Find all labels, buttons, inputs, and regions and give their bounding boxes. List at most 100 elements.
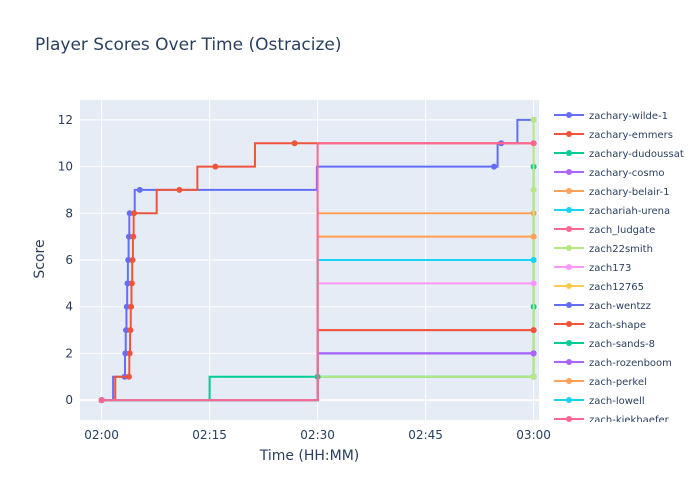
legend-marker [566, 321, 572, 327]
legend-marker [566, 207, 572, 213]
series-point-8-1 [530, 280, 537, 287]
legend-item-zach-lowell[interactable]: zach-lowell [554, 396, 645, 407]
series-point-0-4 [122, 350, 129, 357]
series-point-1-8 [129, 257, 136, 263]
legend-label: zach-perkel [589, 377, 647, 388]
legend-item-zachary-cosmo[interactable]: zachary-cosmo [554, 168, 665, 179]
series-point-1-11 [176, 186, 183, 193]
legend-label: zach-rozenboom [589, 358, 672, 369]
y-axis-label: Score [32, 239, 48, 278]
series-point-1-6 [128, 303, 135, 310]
legend-label: zach-wentzz [589, 301, 651, 312]
y-tick-label-3: 6 [65, 253, 73, 267]
series-point-13-1 [530, 350, 537, 357]
legend-item-zach-rozenboom[interactable]: zach-rozenboom [554, 358, 672, 369]
legend-marker [566, 131, 572, 137]
series-point-16-0 [98, 397, 105, 404]
legend-marker [566, 302, 572, 308]
legend-item-zach-shape[interactable]: zach-shape [554, 320, 646, 331]
legend-item-zachary-wilde-1[interactable]: zachary-wilde-1 [554, 111, 668, 122]
x-axis-ticks: 02:00 02:15 02:30 02:45 03:00 [84, 428, 551, 442]
chart-title: Player Scores Over Time (Ostracize) [35, 35, 342, 55]
series-point-7-2 [530, 186, 537, 193]
legend-marker [566, 378, 572, 384]
y-tick-label-4: 8 [65, 206, 73, 220]
legend-marker [566, 112, 572, 118]
legend-item-zach173[interactable]: zach173 [554, 263, 631, 274]
series-point-1-12 [212, 163, 219, 170]
series-point-16-1 [530, 140, 537, 147]
legend-label: zachary-cosmo [589, 168, 665, 179]
series-point-1-3 [125, 373, 132, 380]
legend-label: zach12765 [589, 282, 644, 293]
legend-item-zach22smith[interactable]: zach22smith [554, 244, 653, 255]
series-point-11-1 [530, 327, 537, 334]
series-point-1-13 [291, 140, 298, 147]
legend-label: zachariah-urena [589, 206, 670, 217]
legend-label: zach_ludgate [589, 225, 655, 236]
series-zach-kiekhaefer [98, 140, 537, 404]
series-point-1-7 [128, 280, 135, 287]
legend-marker [566, 340, 572, 346]
series-point-1-4 [126, 350, 133, 357]
series-point-0-6 [123, 303, 130, 310]
legend-item-zach_ludgate[interactable]: zach_ludgate [554, 225, 655, 236]
legend-marker [566, 150, 572, 156]
series-point-0-11 [136, 186, 143, 193]
legend-item-zachary-belair-1[interactable]: zachary-belair-1 [554, 187, 669, 198]
legend[interactable]: zachary-wilde-1 zachary-emmers zachary-dud… [554, 111, 684, 426]
legend-item-zachary-emmers[interactable]: zachary-emmers [554, 130, 673, 141]
series-point-0-7 [124, 280, 131, 287]
series-point-7-3 [530, 116, 537, 123]
x-tick-label-1: 02:15 [192, 428, 227, 442]
x-tick-label-0: 02:00 [84, 428, 119, 442]
series-point-0-5 [123, 327, 130, 334]
legend-item-zachariah-urena[interactable]: zachariah-urena [554, 206, 670, 217]
legend-marker [566, 188, 572, 194]
y-tick-label-0: 0 [65, 393, 73, 407]
x-tick-label-2: 02:30 [300, 428, 335, 442]
legend-marker [566, 169, 572, 175]
legend-label: zach-sands-8 [589, 339, 655, 350]
series-line [101, 142, 534, 402]
y-tick-label-1: 2 [65, 346, 73, 360]
legend-marker [566, 416, 572, 422]
legend-label: zach22smith [589, 244, 653, 255]
series-point-0-9 [125, 233, 132, 240]
legend-item-zachary-dudoussat[interactable]: zachary-dudoussat [554, 149, 684, 160]
series-layer [98, 116, 537, 404]
series-point-1-5 [127, 327, 134, 334]
legend-label: zach-lowell [589, 396, 645, 407]
legend-item-zach-perkel[interactable]: zach-perkel [554, 377, 647, 388]
series-point-0-12 [491, 163, 497, 170]
legend-item-zach-kiekhaefer[interactable]: zach-kiekhaefer [554, 415, 670, 426]
legend-label: zachary-emmers [589, 130, 673, 141]
legend-label: zachary-wilde-1 [589, 111, 668, 122]
legend-marker [566, 226, 572, 232]
legend-item-zach12765[interactable]: zach12765 [554, 282, 644, 293]
series-point-1-9 [130, 233, 137, 240]
series-point-0-8 [125, 257, 132, 263]
legend-marker [566, 283, 572, 289]
y-tick-label-5: 10 [58, 160, 73, 174]
series-point-7-1 [530, 373, 537, 380]
legend-item-zach-sands-8[interactable]: zach-sands-8 [554, 339, 655, 350]
legend-label: zach-shape [589, 320, 646, 331]
y-axis-ticks: 0 2 4 6 8 10 12 [58, 113, 73, 407]
legend-label: zachary-dudoussat [589, 149, 684, 160]
legend-marker [566, 397, 572, 403]
series-point-15-1 [530, 257, 537, 263]
series-point-14-1 [530, 233, 537, 240]
x-tick-label-3: 02:45 [408, 428, 443, 442]
legend-item-zach-wentzz[interactable]: zach-wentzz [554, 301, 651, 312]
y-tick-label-6: 12 [58, 113, 73, 127]
legend-label: zach173 [589, 263, 631, 274]
x-axis-label: Time (HH:MM) [259, 448, 360, 464]
series-point-1-10 [131, 210, 137, 217]
y-tick-label-2: 4 [65, 300, 73, 314]
legend-marker [566, 359, 572, 365]
legend-label: zachary-belair-1 [589, 187, 669, 198]
x-tick-label-4: 03:00 [516, 428, 551, 442]
